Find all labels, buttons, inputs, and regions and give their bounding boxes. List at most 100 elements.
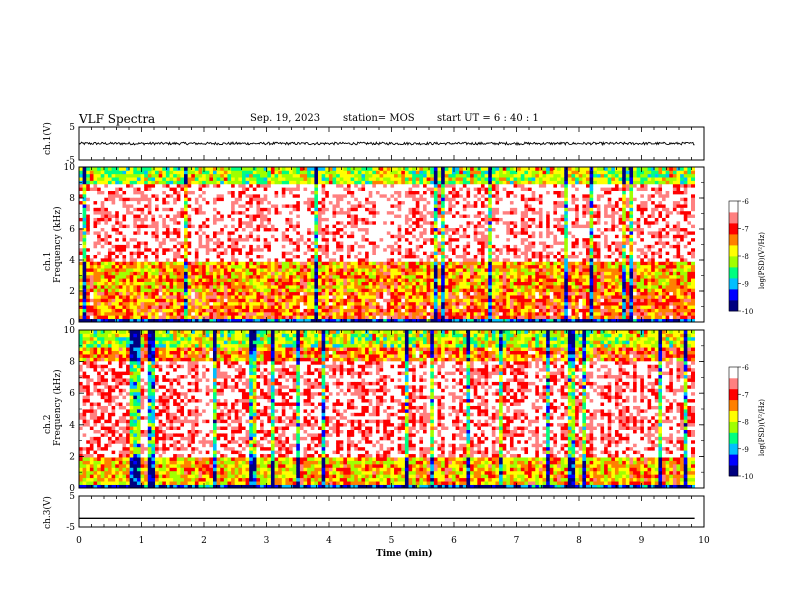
ch1-spectrogram-cell [89, 271, 94, 276]
ch1-spectrogram-cell [198, 298, 203, 303]
ch1-spectrogram-cell [375, 241, 380, 245]
ch1-spectrogram-cell [118, 254, 123, 259]
ch1-spectrogram-cell [408, 187, 413, 191]
ch1-spectrogram-cell [187, 278, 192, 282]
ch1-spectrogram-cell [285, 200, 290, 205]
ch1-spectrogram-cell [162, 284, 167, 289]
ch1-spectrogram-cell [151, 257, 156, 262]
ch1-spectrogram-cell [339, 237, 344, 242]
ch1-spectrogram-cell [310, 227, 315, 232]
ch1-spectrogram-cell [455, 180, 460, 185]
ch1-spectrogram-cell [187, 173, 192, 178]
ch1-spectrogram-cell [292, 298, 297, 303]
ch1-spectrogram-cell [437, 305, 442, 309]
ch1-spectrogram-cell [216, 291, 221, 296]
ch1-spectrogram-cell [437, 261, 442, 266]
ch1-spectrogram-cell [155, 190, 160, 195]
ch1-spectrogram-cell [151, 204, 156, 208]
ch1-spectrogram-cell [336, 183, 341, 188]
ch1-spectrogram-cell [455, 197, 460, 202]
ch1-spectrogram-cell [412, 247, 417, 252]
ch1-spectrogram-cell [408, 227, 413, 232]
ch1-spectrogram-cell [187, 220, 192, 225]
ch1-spectrogram-cell [238, 214, 243, 218]
ch1-spectrogram-cell [346, 257, 351, 262]
ch1-spectrogram-cell [357, 214, 362, 218]
ch1-spectrogram-cell [97, 291, 102, 296]
ch1-spectrogram-cell [155, 173, 160, 178]
ch1-spectrogram-cell [169, 311, 174, 316]
ch1-spectrogram-cell [459, 204, 464, 208]
ch1-spectrogram-cell [350, 315, 355, 320]
ch1-spectrogram-cell [162, 288, 167, 293]
ch1-spectrogram-cell [252, 291, 257, 296]
ch1-spectrogram-cell [136, 274, 141, 279]
ch1-spectrogram-cell [212, 295, 218, 299]
ch1-spectrogram-cell [115, 177, 120, 181]
ch1-spectrogram-cell [231, 318, 236, 323]
ch1-spectrogram-cell [299, 298, 304, 303]
ch1-spectrogram-cell [198, 217, 203, 222]
ch1-spectrogram-cell [169, 183, 174, 188]
ch1-spectrogram-cell [408, 193, 413, 198]
ch1-waveform-trace [78, 140, 695, 147]
ch1-spectrogram-cell [314, 308, 319, 313]
ch1-spectrogram-cell [249, 261, 254, 266]
ch1-spectrogram-cell [93, 190, 98, 195]
ch1-spectrogram-cell [270, 298, 275, 303]
ch1-spectrogram-cell [314, 210, 319, 215]
ch1-spectrogram-cell [372, 214, 377, 218]
ch1-spectrogram-cell [412, 295, 417, 299]
ch1-spectrogram-cell [448, 193, 453, 198]
ch1-spectrogram-cell [318, 197, 323, 202]
ch1-spectrogram-cell [278, 271, 283, 276]
ch1-spectrogram-cell [245, 217, 250, 222]
ch1-spectrogram-cell [426, 295, 431, 299]
ch1-spectrogram-cell [79, 170, 84, 175]
ch1-spectrogram-cell [100, 224, 105, 229]
ch1-spectrogram-cell [260, 274, 265, 279]
ch1-spectrogram-cell [184, 284, 189, 289]
ch1-spectrogram-cell [158, 204, 163, 208]
ch1-spectrogram-cell [260, 190, 265, 195]
ch1-spectrogram-cell [401, 291, 406, 296]
ch1-spectrogram-cell [433, 224, 438, 229]
ch1-spectrogram-cell [365, 301, 370, 306]
ch1-spectrogram-cell [299, 170, 304, 175]
ch1-spectrogram-cell [212, 271, 218, 276]
ch1-spectrogram-cell [151, 261, 156, 266]
ch1-spectrogram-cell [383, 204, 388, 208]
ch1-spectrogram-cell [97, 284, 102, 289]
ch1-spectrogram-cell [285, 298, 290, 303]
ch1-spectrogram-cell [267, 180, 272, 185]
ch1-spectrogram-cell [191, 288, 196, 293]
ch1-spectrogram-cell [107, 241, 112, 245]
ch1-spectrogram-cell [307, 234, 312, 239]
ch1-spectrogram-cell [79, 315, 84, 320]
ch1-spectrogram-cell [343, 281, 348, 286]
ch1-spectrogram-cell [241, 193, 246, 198]
ch1-spectrogram-cell [368, 210, 373, 215]
ch1-spectrogram-cell [162, 305, 167, 309]
ch1-spectrogram-cell [133, 167, 138, 171]
ch1-spectrogram-cell [314, 183, 319, 188]
ch1-spectrogram-cell [372, 217, 377, 222]
ch1-spectrogram-cell [245, 167, 250, 171]
ch1-spectrogram-cell [390, 284, 395, 289]
ch1-spectrogram-cell [133, 257, 138, 262]
ch1-spectrogram-cell [180, 284, 185, 289]
ch1-spectrogram-cell [397, 288, 402, 293]
ch1-spectrogram-cell [452, 170, 457, 175]
ch1-spectrogram-cell [205, 224, 210, 229]
ch1-spectrogram-cell [231, 278, 236, 282]
ch1-spectrogram-cell [336, 261, 341, 266]
ch1-spectrogram-cell [165, 173, 170, 178]
ch1-spectrogram-cell [433, 268, 438, 272]
ch1-spectrogram-cell [292, 173, 297, 178]
ch1-spectrogram-cell [194, 231, 199, 235]
ch1-spectrogram-cell [433, 281, 438, 286]
ch1-spectrogram-cell [339, 268, 344, 272]
ch1-spectrogram-cell [379, 204, 384, 208]
ch1-spectrogram-cell [455, 227, 460, 232]
ch1-spectrogram-cell [126, 220, 131, 225]
